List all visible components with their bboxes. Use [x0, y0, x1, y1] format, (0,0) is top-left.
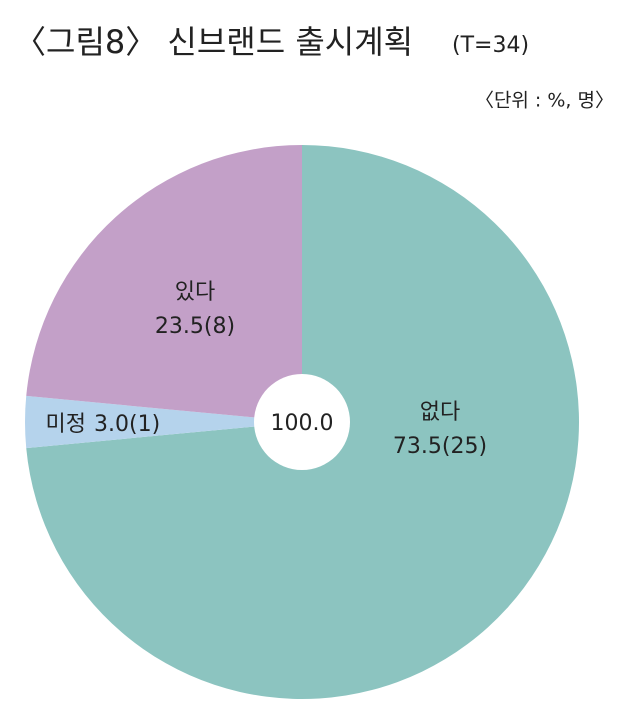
unit-label: 〈단위 : %, 명〉 [475, 90, 614, 112]
slice-category: 미정 [46, 412, 86, 437]
slice-value-label: 73.5(25) [393, 434, 487, 459]
pie-slice [26, 145, 302, 422]
slice-category: 없다 [420, 400, 460, 425]
center-label: 100.0 [271, 411, 334, 436]
slice-value-label: 23.5(8) [155, 314, 235, 339]
slice-category: 있다 [175, 280, 215, 305]
chart-subtitle: (T=34) [452, 33, 529, 58]
chart-title: 〈그림8〉 신브랜드 출시계획 [14, 23, 413, 61]
slice-value-label: 3.0(1) [94, 412, 160, 437]
donut-hole [254, 374, 350, 470]
pie-slice [24, 395, 302, 449]
